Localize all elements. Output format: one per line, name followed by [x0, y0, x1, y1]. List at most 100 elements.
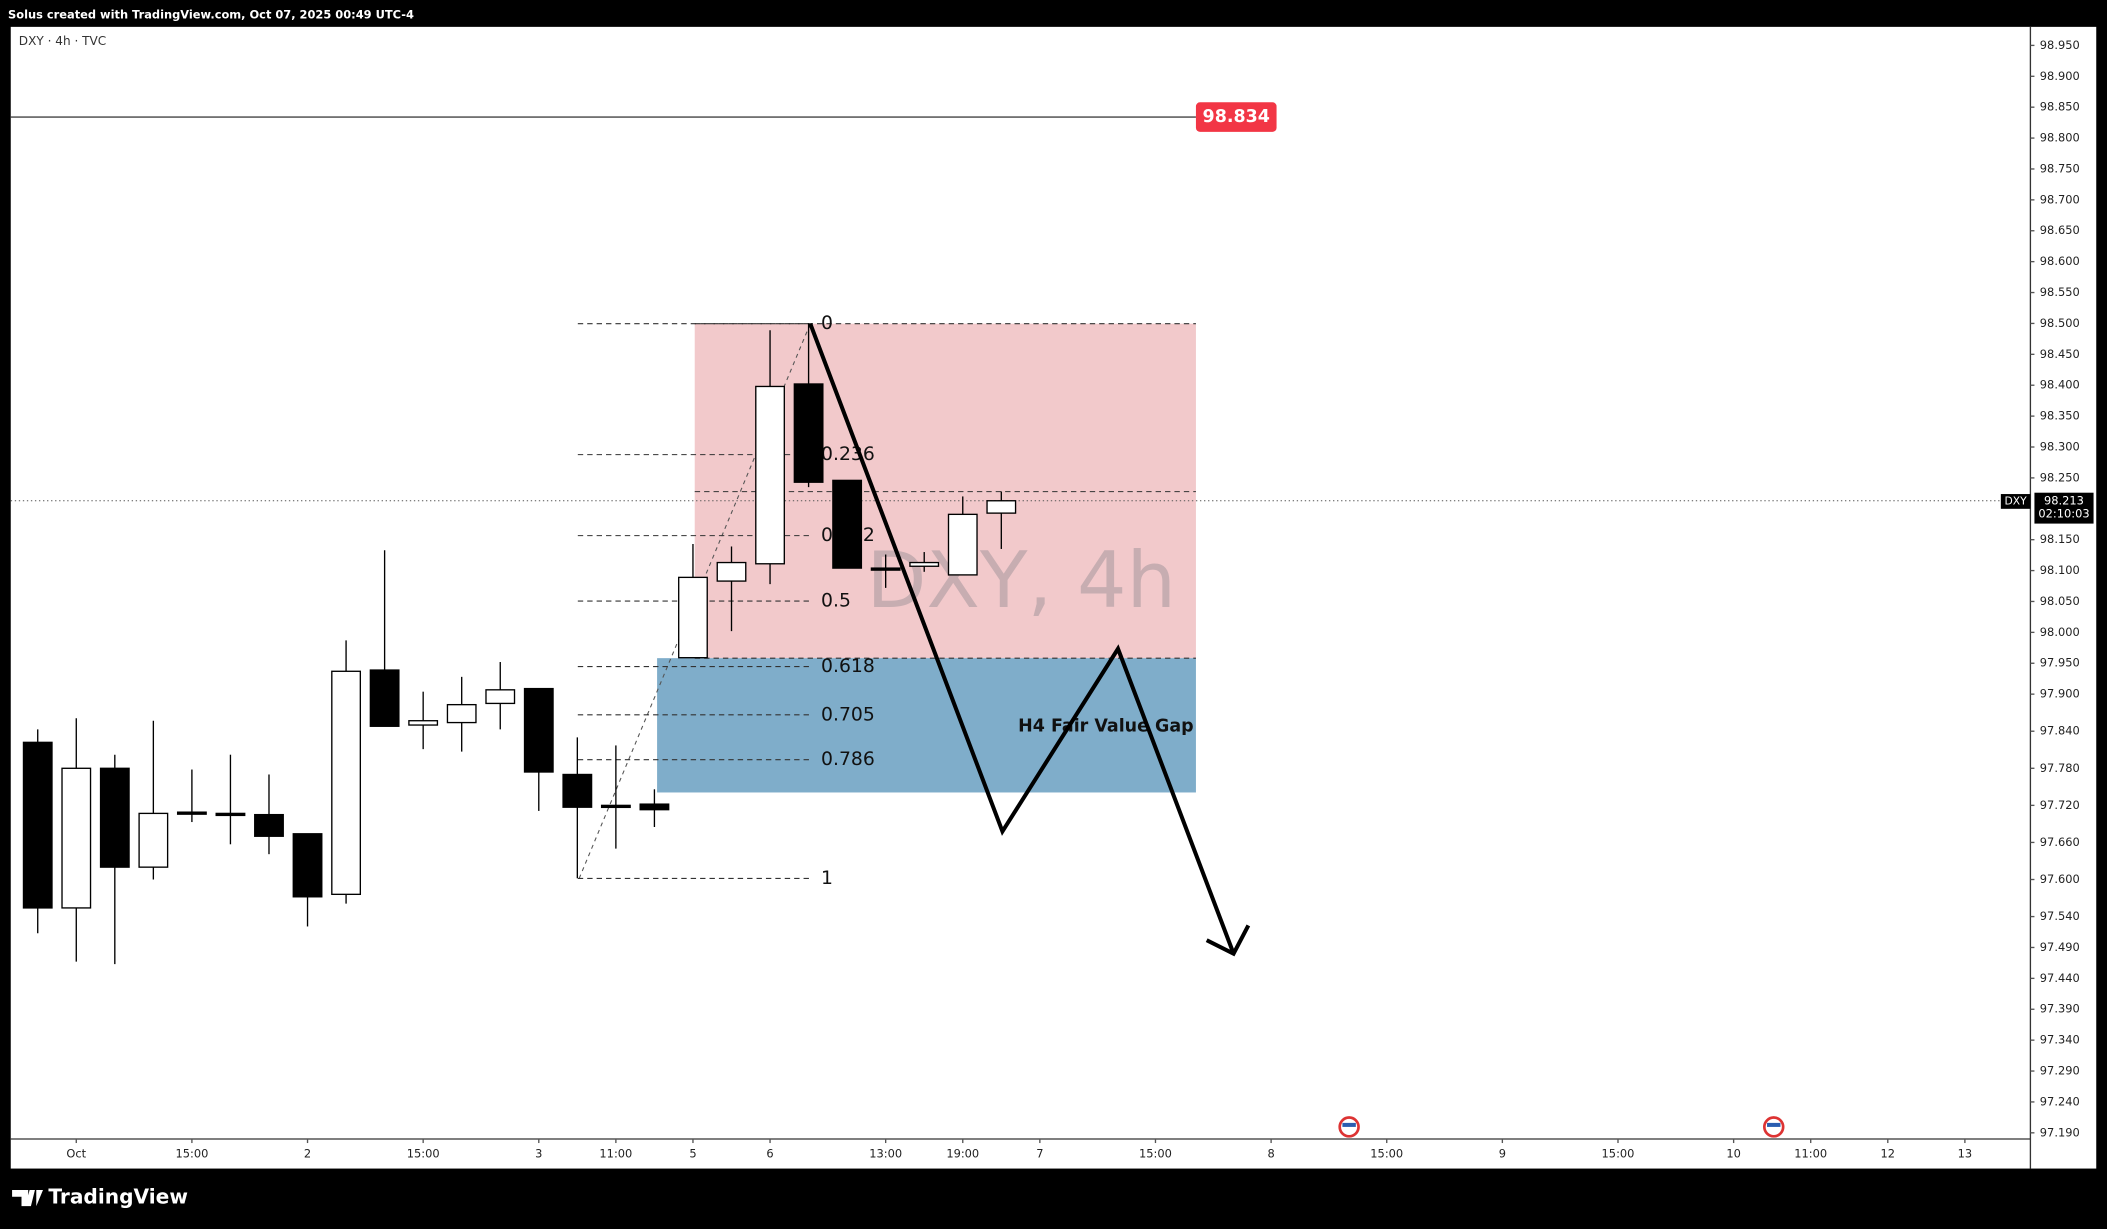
x-tick-label: 15:00	[1602, 1146, 1635, 1160]
x-tick-label: 15:00	[1370, 1146, 1403, 1160]
fib-label: 0.618	[821, 656, 875, 677]
arrow-head	[1205, 924, 1251, 957]
y-tick-label: 98.300	[2040, 440, 2080, 454]
candle-body	[408, 720, 439, 726]
candle-body	[523, 687, 554, 773]
y-tick-label: 97.340	[2040, 1033, 2080, 1047]
x-tick-label: 7	[1036, 1146, 1043, 1160]
y-tick-label: 97.660	[2040, 835, 2080, 849]
y-tick-label: 98.650	[2040, 223, 2080, 237]
fib-label: 0.5	[821, 591, 851, 612]
y-tick-label: 98.000	[2040, 625, 2080, 639]
x-tick-label: 11:00	[599, 1146, 632, 1160]
y-tick-label: 98.950	[2040, 38, 2080, 52]
y-tick-label: 98.900	[2040, 69, 2080, 83]
y-tick-label: 98.150	[2040, 532, 2080, 546]
fib-label: 0.705	[821, 704, 875, 725]
candle-body	[986, 500, 1017, 514]
x-tick-label: 13	[1958, 1146, 1973, 1160]
last-price-tag	[2034, 492, 2094, 524]
candle-body	[909, 561, 940, 567]
y-tick-label: 97.840	[2040, 724, 2080, 738]
candle-body	[215, 812, 246, 817]
fib-label: 0	[821, 313, 833, 334]
zone-label: H4 Fair Value Gap	[1018, 717, 1193, 737]
symbol-tag	[2000, 494, 2031, 509]
y-tick-label: 98.450	[2040, 347, 2080, 361]
y-tick-label: 97.900	[2040, 687, 2080, 701]
x-tick-label: 15:00	[407, 1146, 440, 1160]
fib-label: 0.786	[821, 749, 875, 770]
projection	[808, 322, 1251, 957]
candle-body	[716, 561, 747, 582]
candle-body	[176, 811, 207, 815]
y-tick-label: 97.720	[2040, 798, 2080, 812]
price-line-tag	[1195, 102, 1277, 132]
watermark: DXY, 4h	[867, 536, 1176, 626]
y-tick-label: 98.350	[2040, 409, 2080, 423]
x-tick-label: Oct	[66, 1146, 86, 1160]
x-tick-label: 9	[1499, 1146, 1506, 1160]
y-tick-label: 97.540	[2040, 909, 2080, 923]
event-flag-part	[1767, 1122, 1781, 1127]
y-tick-label: 98.550	[2040, 285, 2080, 299]
x-tick-label: 11:00	[1794, 1146, 1827, 1160]
y-tick-label: 97.390	[2040, 1002, 2080, 1016]
x-tick-label: 8	[1267, 1146, 1274, 1160]
y-tick-label: 97.600	[2040, 872, 2080, 886]
fib-label: 0.236	[821, 444, 875, 465]
y-tick-label: 98.750	[2040, 161, 2080, 175]
y-tick-label: 98.400	[2040, 378, 2080, 392]
candle-body	[138, 812, 169, 868]
x-tick-label: 15:00	[175, 1146, 208, 1160]
candle-body	[369, 669, 400, 727]
y-tick-label: 98.700	[2040, 192, 2080, 206]
candles	[22, 323, 1017, 965]
candle-body	[446, 703, 477, 724]
y-tick-label: 98.600	[2040, 254, 2080, 268]
x-tick-label: 19:00	[946, 1146, 979, 1160]
x-tick-label: 2	[304, 1146, 311, 1160]
brand-name: TradingView	[48, 1185, 188, 1209]
fib-label: 1	[821, 868, 833, 889]
brand-logo	[12, 1190, 43, 1207]
brand: TradingView	[12, 1185, 188, 1209]
candle-body	[562, 773, 593, 808]
candle-body	[61, 767, 92, 909]
axes: 98.950 98.900 98.850 98.800 98.750 98.700 98.6…	[66, 38, 2094, 1160]
last-price-label: 98.213	[2044, 493, 2084, 507]
header-text: Solus created with TradingView.com, Oct …	[8, 7, 414, 21]
y-tick-label: 97.780	[2040, 761, 2080, 775]
candle-body	[485, 689, 516, 705]
countdown-label: 02:10:03	[2038, 507, 2089, 521]
candle-body	[832, 479, 863, 569]
x-tick-label: 10	[1726, 1146, 1741, 1160]
candle-body	[947, 513, 978, 576]
y-tick-label: 98.800	[2040, 131, 2080, 145]
y-tick-label: 98.250	[2040, 470, 2080, 484]
candle-body	[793, 383, 824, 483]
x-tick-label: 6	[766, 1146, 773, 1160]
events	[1338, 1116, 1785, 1138]
candle-body	[22, 741, 53, 909]
event-flag-part	[1342, 1122, 1356, 1127]
y-tick-label: 98.500	[2040, 316, 2080, 330]
price-line-label: 98.834	[1203, 107, 1270, 127]
candle-body	[678, 576, 708, 659]
y-tick-label: 97.490	[2040, 940, 2080, 954]
y-tick-label: 97.190	[2040, 1125, 2080, 1139]
y-tick-label: 98.050	[2040, 594, 2080, 608]
y-tick-label: 97.240	[2040, 1094, 2080, 1108]
candle-body	[600, 804, 631, 809]
projection-path	[808, 322, 1236, 955]
candle-body	[870, 567, 901, 571]
candle-body	[755, 385, 785, 565]
candle-body	[292, 833, 323, 898]
y-tick-label: 97.290	[2040, 1064, 2080, 1078]
candle-body	[99, 767, 130, 868]
y-tick-label: 97.950	[2040, 656, 2080, 670]
y-tick-label: 98.850	[2040, 100, 2080, 114]
x-tick-label: 3	[535, 1146, 542, 1160]
fair-value-gap	[657, 658, 1196, 793]
